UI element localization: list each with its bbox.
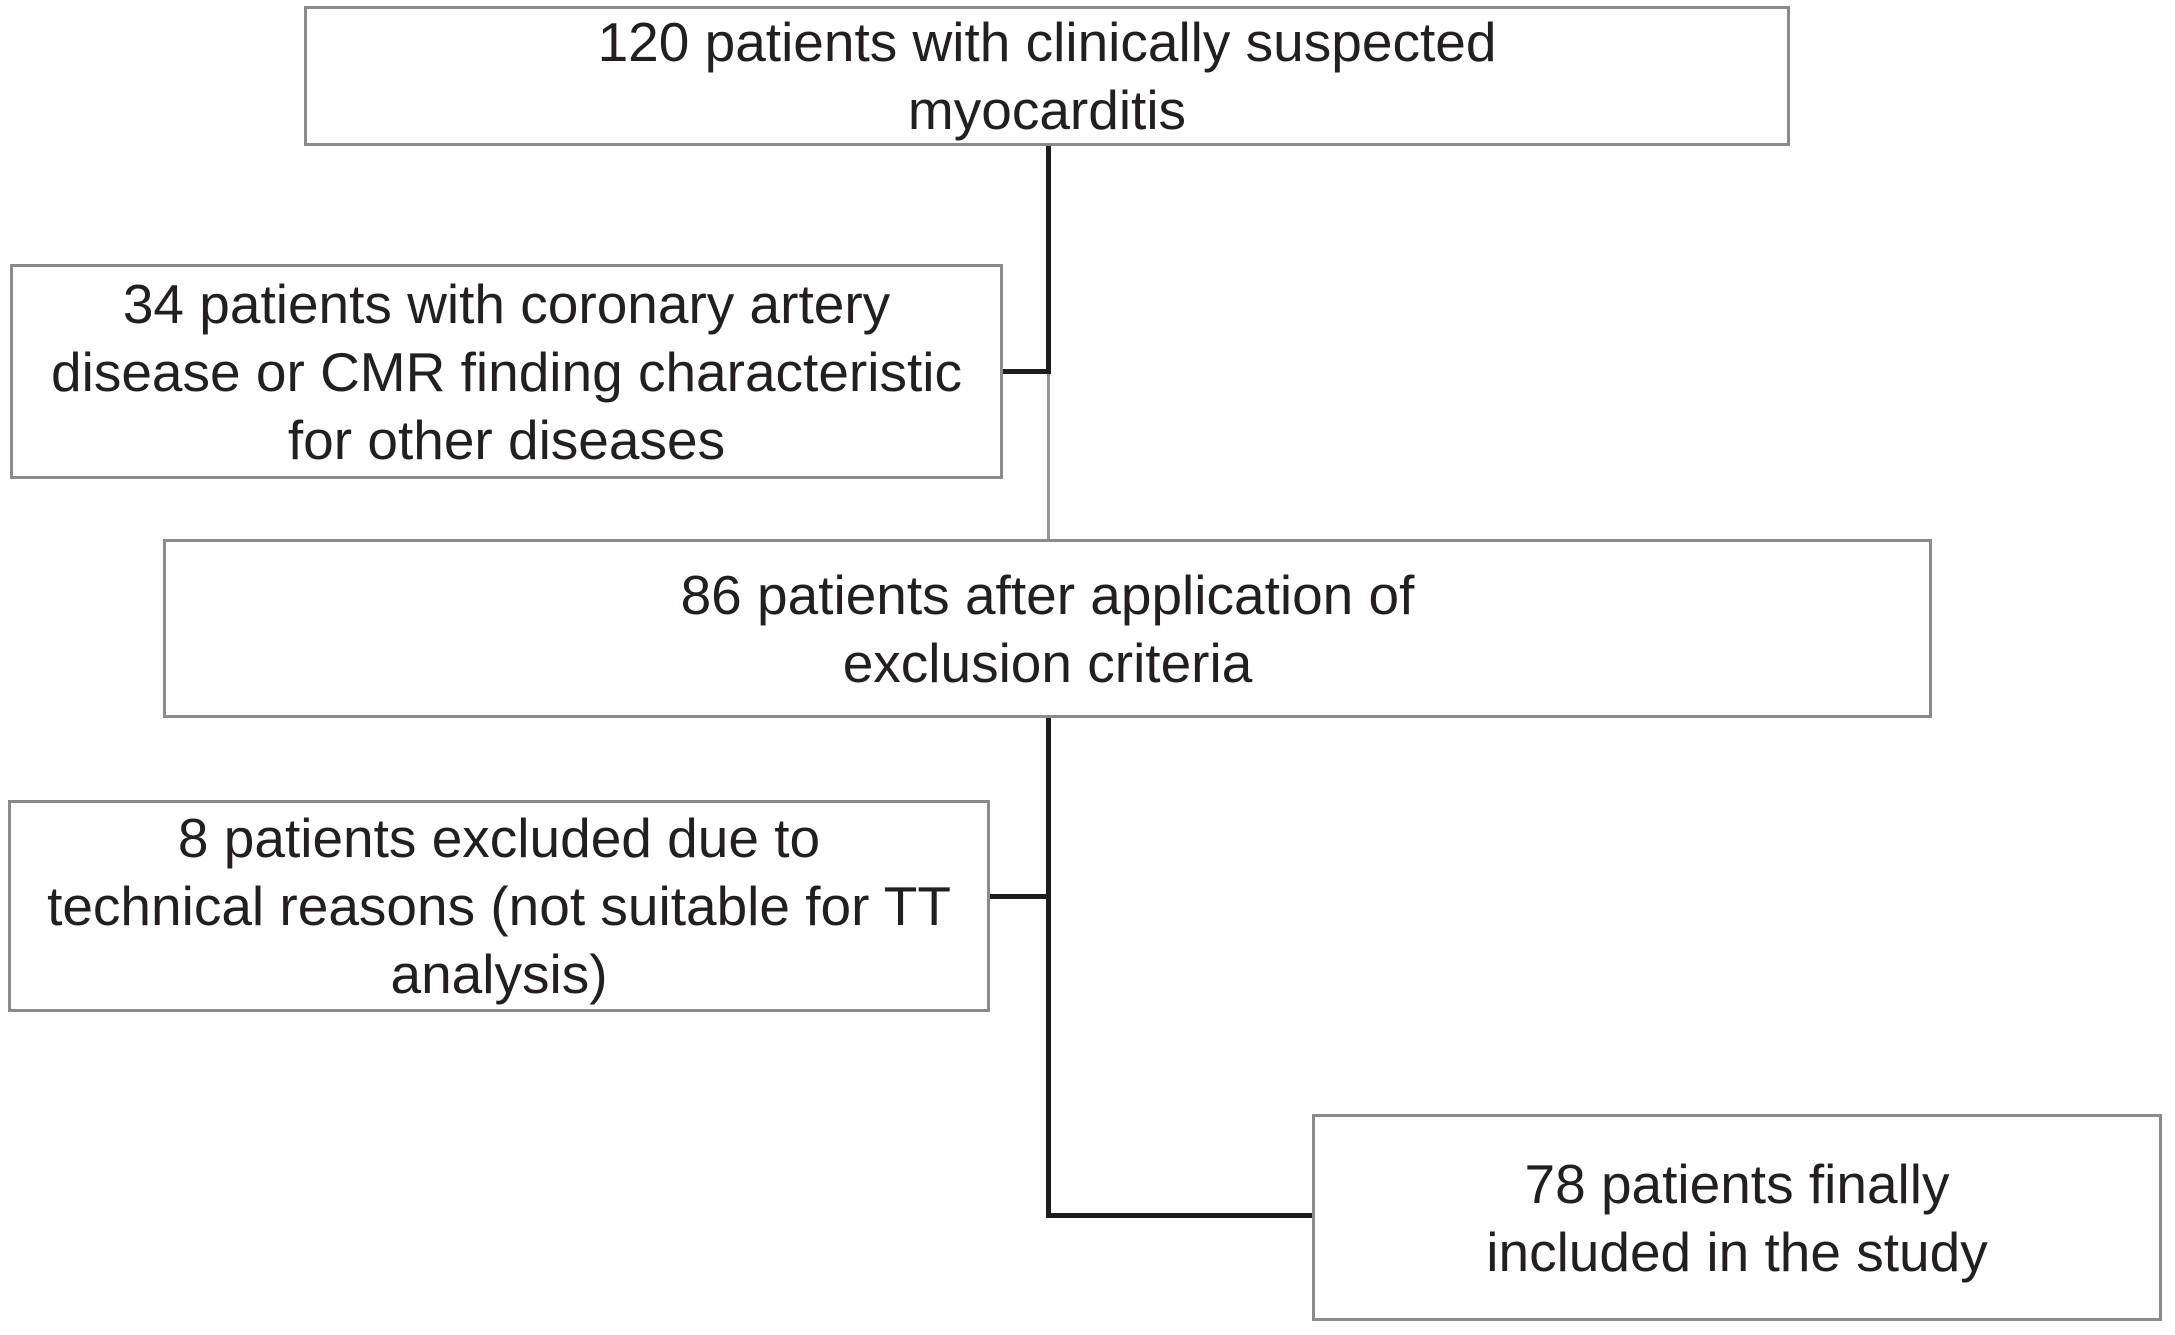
box-finally-included: 78 patients finally included in the stud… bbox=[1312, 1114, 2162, 1321]
box-excluded-technical-reasons: 8 patients excluded due to technical rea… bbox=[8, 800, 990, 1012]
box-suspected-myocarditis: 120 patients with clinically suspected m… bbox=[304, 6, 1790, 146]
box-excluded-coronary-artery-disease: 34 patients with coronary artery disease… bbox=[10, 264, 1003, 479]
connector-branch-excluded-technical bbox=[990, 894, 1051, 899]
box-after-exclusion-criteria: 86 patients after application of exclusi… bbox=[163, 539, 1932, 718]
connector-branch-excluded-cad bbox=[1003, 369, 1051, 374]
connector-suspected-to-junction bbox=[1046, 146, 1051, 374]
connector-junction-to-after-exclusion bbox=[1047, 374, 1050, 539]
connector-elbow-to-included bbox=[1046, 1213, 1315, 1218]
connector-after-exclusion-to-elbow bbox=[1046, 715, 1051, 1218]
